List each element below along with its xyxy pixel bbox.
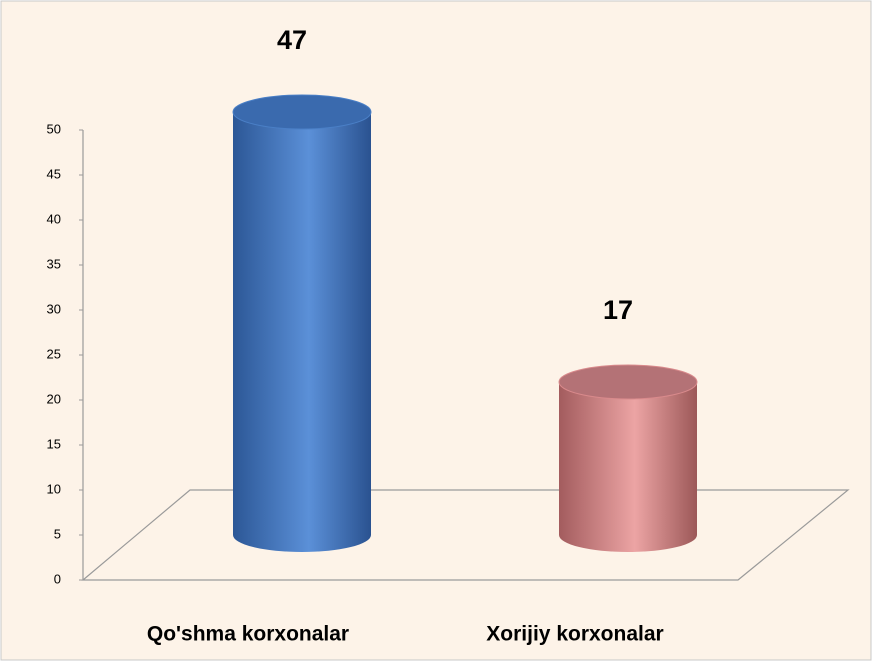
y-tick-label: 30 [47, 301, 61, 316]
value-label: 47 [277, 25, 307, 55]
y-tick-label: 50 [47, 121, 61, 136]
y-tick-label: 40 [47, 211, 61, 226]
value-label: 17 [603, 295, 633, 325]
cylinder-top [558, 364, 698, 400]
y-tick-label: 45 [47, 166, 61, 181]
y-tick-label: 0 [54, 571, 61, 586]
cylinder-body [233, 112, 371, 552]
cylinder-top [232, 94, 372, 130]
cylinder-body [559, 382, 697, 552]
x-tick-label: Xorijiy korxonalar [486, 623, 663, 646]
x-tick-label: Qo'shma korxonalar [147, 623, 349, 646]
y-tick-label: 10 [47, 481, 61, 496]
floor [81, 489, 850, 581]
y-tick-label: 25 [47, 346, 61, 361]
y-tick-label: 35 [47, 256, 61, 271]
y-tick-label: 5 [54, 526, 61, 541]
y-tick-label: 15 [47, 436, 61, 451]
y-tick-label: 20 [47, 391, 61, 406]
